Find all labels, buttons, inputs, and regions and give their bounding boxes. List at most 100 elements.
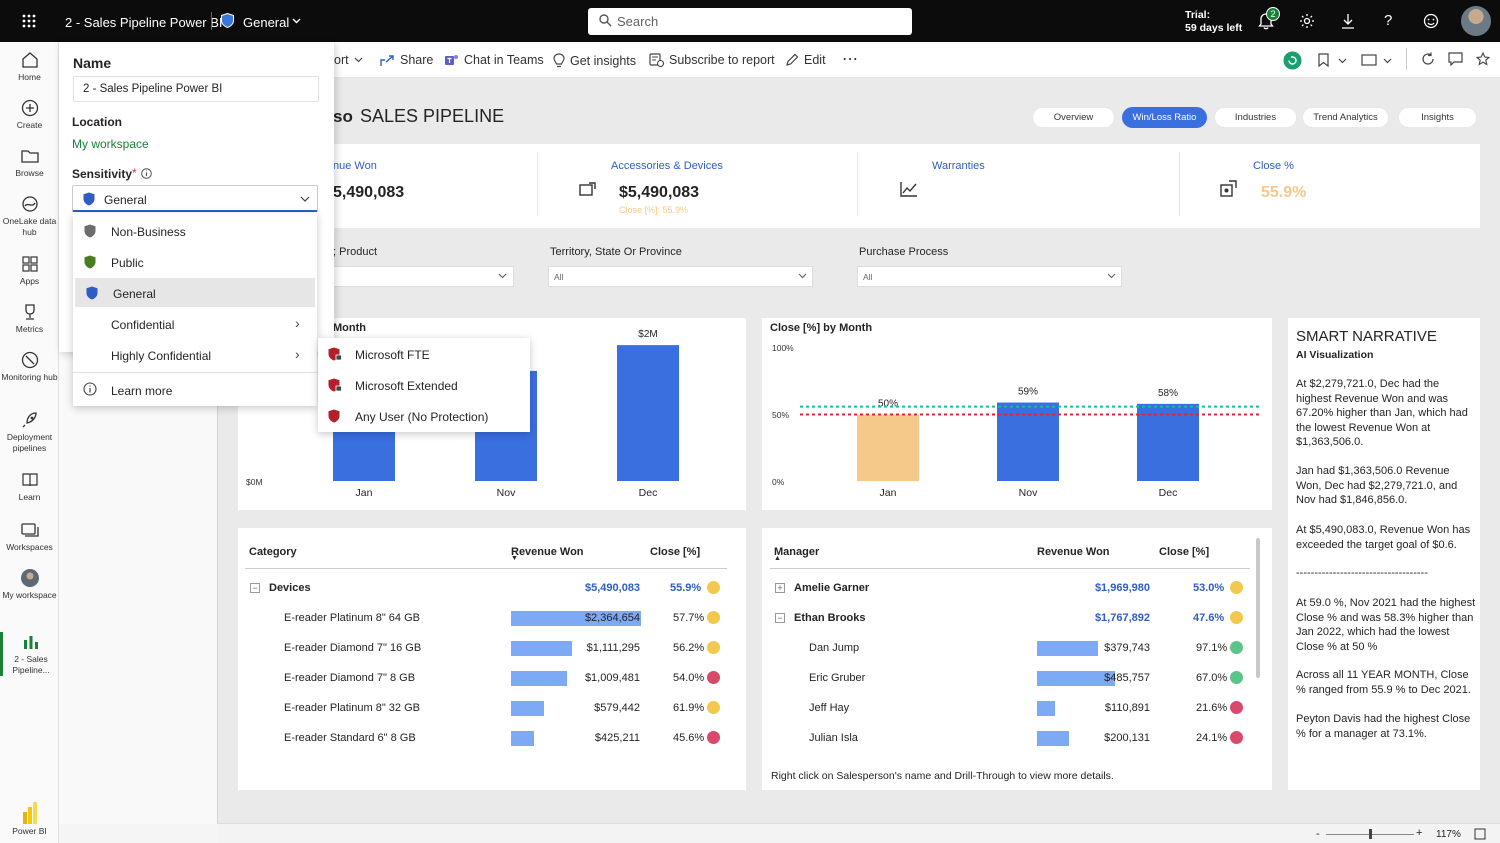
refresh-icon[interactable] [1421,52,1435,66]
rail-item-apps[interactable]: Apps [0,254,59,287]
share-button[interactable]: Share [380,53,433,67]
app-launcher-icon[interactable] [22,14,36,28]
chevron-down-icon[interactable] [1338,58,1347,64]
protection-option-any-user-no-protection[interactable]: Any User (No Protection) [318,401,530,432]
tab-overview[interactable]: Overview [1032,107,1115,128]
favorite-star-icon[interactable] [1476,52,1490,66]
zoom-out-button[interactable]: - [1316,828,1320,840]
column-header[interactable]: Manager [774,546,820,558]
subscribe-button[interactable]: Subscribe to report [649,53,775,67]
trophy-icon [24,304,35,320]
bar[interactable] [617,345,679,481]
salesperson-name[interactable]: Jeff Hay [809,702,850,714]
revenue-bar [511,671,567,686]
divider [211,12,212,30]
powerbi-brand[interactable]: Power BI [0,802,59,837]
group-close: 55.9% [670,582,702,594]
chat-in-teams-button[interactable]: Chat in Teams [444,53,544,67]
rail-item-2-sales-pipeline[interactable]: 2 - Sales Pipeline... [0,632,59,676]
close-percent-bar-chart: 100% 50% 0% Jan 50% Nov 59% Dec 58% [772,343,1262,499]
salesperson-name[interactable]: Julian Isla [809,732,858,744]
tab-insights[interactable]: Insights [1398,107,1477,128]
rail-item-metrics[interactable]: Metrics [0,302,59,335]
bookmark-icon[interactable] [1318,53,1329,67]
export-button[interactable]: ort [334,53,363,67]
get-insights-button[interactable]: Get insights [553,53,636,68]
info-icon [83,382,97,396]
product-name[interactable]: E-reader Diamond 7" 8 GB [284,672,416,684]
product-slicer-dropdown[interactable] [318,266,514,287]
salesperson-name[interactable]: Eric Gruber [809,672,866,684]
chevron-down-icon[interactable] [1383,58,1392,64]
product-name[interactable]: E-reader Diamond 7" 16 GB [284,642,422,654]
sensitivity-option-confidential[interactable]: Confidential › [73,309,317,338]
rail-item-label: Home [18,72,41,82]
column-header[interactable]: Close [%] [650,546,701,558]
feedback-smiley-icon[interactable] [1423,13,1439,29]
download-icon[interactable] [1341,13,1355,29]
product-name[interactable]: E-reader Standard 6" 8 GB [284,732,416,744]
report-title[interactable]: 2 - Sales Pipeline Power BI [65,15,223,30]
fit-to-page-icon[interactable] [1474,828,1486,840]
column-header[interactable]: Revenue Won [511,546,584,558]
edit-button[interactable]: Edit [785,53,826,67]
share-label: Share [400,53,434,67]
bar[interactable] [1137,403,1199,481]
manager-name[interactable]: Ethan Brooks [794,612,866,624]
table-scrollbar[interactable] [1256,538,1260,678]
tab-industries[interactable]: Industries [1214,107,1297,128]
tab-win-loss-ratio[interactable]: Win/Loss Ratio [1122,107,1207,128]
kpi-subvalue: Close [%]: 55.9% [619,205,689,215]
salesperson-name[interactable]: Dan Jump [809,642,860,654]
rail-item-deployment-pipelines[interactable]: Deployment pipelines [0,410,59,454]
product-name[interactable]: E-reader Platinum 8" 32 GB [284,702,420,714]
product-name[interactable]: E-reader Platinum 8" 64 GB [284,612,420,624]
zoom-in-button[interactable]: + [1416,827,1423,839]
gear-icon[interactable] [1299,13,1315,29]
trend-chart-icon [900,182,917,197]
rail-item-home[interactable]: Home [0,50,59,83]
sensitivity-option-highly-confidential[interactable]: Highly Confidential › [73,340,317,369]
manager-name[interactable]: Amelie Garner [794,582,870,594]
column-header[interactable]: Revenue Won [1037,546,1110,558]
chevron-down-icon[interactable] [292,18,301,24]
expand-icon[interactable]: + [775,583,785,593]
rail-item-my-workspace[interactable]: My workspace [0,568,59,601]
sensitivity-option-public[interactable]: Public [73,247,317,276]
search-input[interactable]: Search [588,8,912,35]
rail-item-onelake-data-hub[interactable]: OneLake data hub [0,194,59,238]
category-group-name[interactable]: Devices [269,582,311,594]
collapse-icon[interactable]: − [775,613,785,623]
name-field[interactable]: 2 - Sales Pipeline Power BI [73,76,319,102]
rail-item-monitoring-hub[interactable]: Monitoring hub [0,350,59,383]
rail-item-create[interactable]: Create [0,98,59,131]
more-options-icon[interactable]: ⋯ [842,51,858,68]
location-link[interactable]: My workspace [72,137,149,151]
comment-icon[interactable] [1448,52,1463,66]
sensitivity-label[interactable]: General [243,15,290,30]
sensitivity-dropdown[interactable] [72,185,318,212]
rail-item-workspaces[interactable]: Workspaces [0,520,59,553]
tab-trend-analytics[interactable]: Trend Analytics [1302,107,1389,128]
protection-option-microsoft-extended[interactable]: Microsoft Extended [318,370,530,401]
rail-item-learn[interactable]: Learn [0,470,59,503]
sensitivity-option-non-business[interactable]: Non-Business [73,216,317,245]
sensitivity-option-general[interactable]: General [75,278,315,307]
learn-more-link[interactable]: Learn more [73,375,317,404]
user-avatar[interactable] [1461,6,1491,36]
bar[interactable] [857,414,919,482]
info-icon[interactable] [141,168,152,179]
purchase-process-slicer-dropdown[interactable]: All [857,266,1122,287]
refresh-status-icon[interactable] [1283,51,1302,70]
column-header[interactable]: Close [%] [1159,546,1210,558]
collapse-icon[interactable]: − [250,583,260,593]
bar[interactable] [997,402,1059,481]
view-icon[interactable] [1361,54,1377,66]
rail-item-browse[interactable]: Browse [0,146,59,179]
zoom-slider-thumb[interactable] [1369,829,1372,839]
territory-slicer-dropdown[interactable]: All [548,266,813,287]
help-icon[interactable]: ? [1384,12,1393,29]
column-header[interactable]: Category [249,546,297,558]
protection-option-microsoft-fte[interactable]: Microsoft FTE [318,339,530,370]
sensitivity-menu: Non-Business Public General Confidential › Hi… [73,213,317,406]
